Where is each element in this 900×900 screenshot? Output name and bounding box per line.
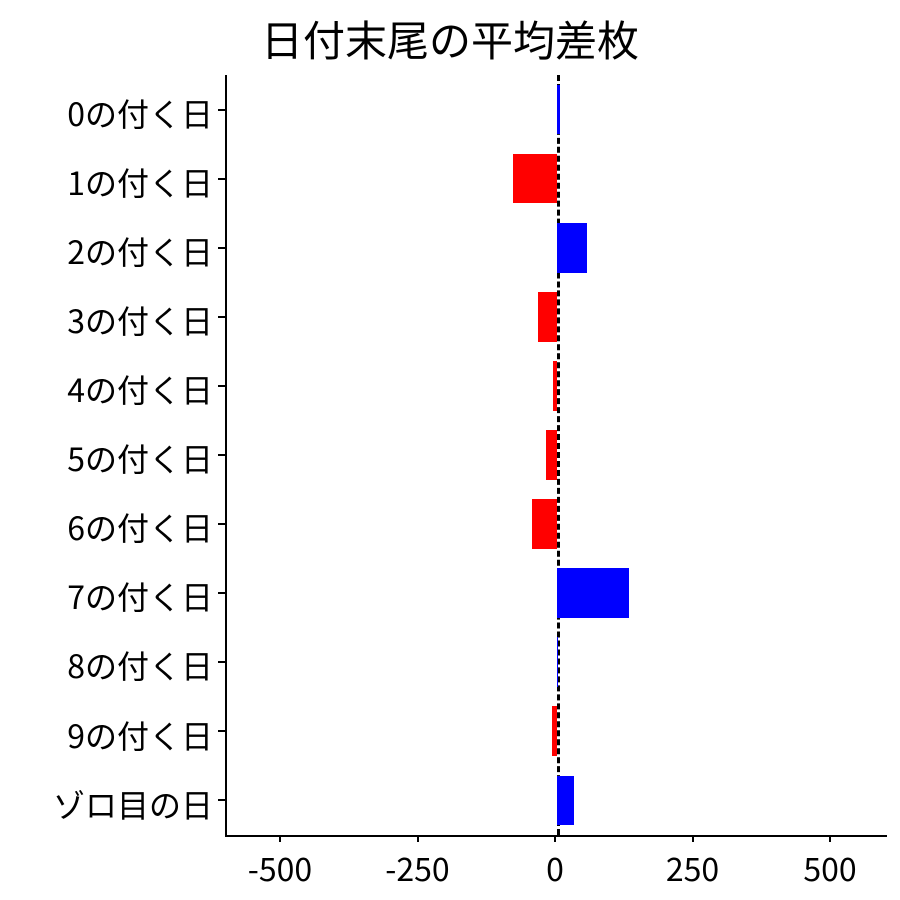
- y-tick-mark: [218, 799, 225, 801]
- x-tick-mark: [829, 835, 831, 842]
- bar: [557, 637, 558, 687]
- y-tick-label: ゾロ目の日: [53, 781, 213, 827]
- x-tick-mark: [279, 835, 281, 842]
- y-tick-mark: [218, 385, 225, 387]
- y-tick-label: 4の付く日: [67, 366, 213, 412]
- x-tick-label: 0: [546, 845, 564, 891]
- bar: [553, 361, 557, 411]
- zero-reference-line: [557, 75, 560, 835]
- x-tick-mark: [554, 835, 556, 842]
- bar: [532, 499, 557, 549]
- x-tick-mark: [692, 835, 694, 842]
- bar: [538, 292, 557, 342]
- y-tick-label: 6の付く日: [67, 504, 213, 550]
- y-tick-mark: [218, 661, 225, 663]
- plot-area: [225, 75, 887, 837]
- y-tick-label: 3の付く日: [67, 297, 213, 343]
- y-tick-mark: [218, 316, 225, 318]
- y-tick-label: 8の付く日: [67, 642, 213, 688]
- bar: [552, 706, 558, 756]
- y-tick-mark: [218, 247, 225, 249]
- x-tick-label: -500: [248, 845, 312, 891]
- y-tick-label: 9の付く日: [67, 712, 213, 758]
- bar: [557, 568, 629, 618]
- x-tick-label: 250: [666, 845, 719, 891]
- bar: [557, 223, 587, 273]
- x-tick-label: -250: [385, 845, 449, 891]
- y-tick-mark: [218, 454, 225, 456]
- y-tick-label: 5の付く日: [67, 435, 213, 481]
- y-tick-mark: [218, 178, 225, 180]
- y-tick-label: 1の付く日: [67, 159, 213, 205]
- y-tick-mark: [218, 592, 225, 594]
- bar: [546, 430, 557, 480]
- bar: [557, 776, 574, 826]
- y-tick-mark: [218, 109, 225, 111]
- chart-container: 日付末尾の平均差枚 0の付く日 1の付く日 2の付く日 3の付く日 4の付く日 5の付く日…: [0, 0, 900, 900]
- x-tick-label: 500: [803, 845, 856, 891]
- bar: [557, 85, 560, 135]
- bar: [513, 154, 557, 204]
- x-tick-mark: [417, 835, 419, 842]
- y-tick-mark: [218, 523, 225, 525]
- y-tick-label: 0の付く日: [67, 90, 213, 136]
- chart-title: 日付末尾の平均差枚: [0, 8, 900, 69]
- y-tick-label: 7の付く日: [67, 573, 213, 619]
- y-tick-label: 2の付く日: [67, 228, 213, 274]
- y-tick-mark: [218, 730, 225, 732]
